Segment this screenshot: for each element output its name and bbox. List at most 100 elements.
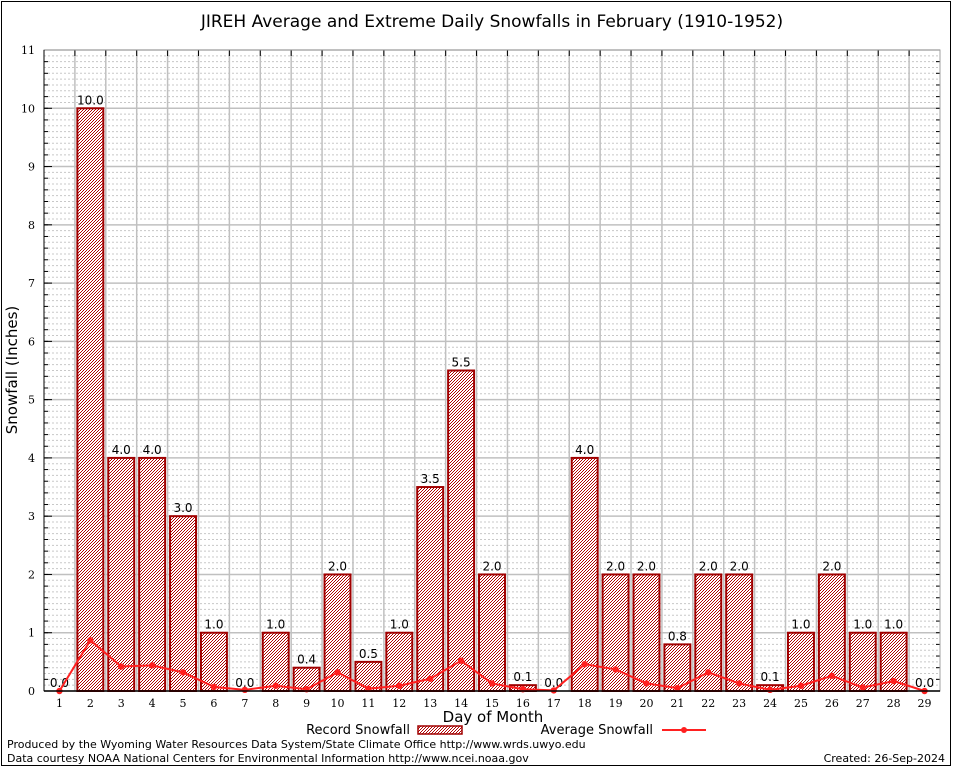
record-bar: [199, 631, 228, 693]
average-point: [766, 686, 774, 694]
x-tick-label: 22: [701, 697, 715, 710]
record-bar: [416, 486, 445, 692]
y-tick-label: 9: [28, 161, 35, 174]
x-tick-label: 28: [887, 697, 901, 710]
x-tick-label: 13: [423, 697, 437, 710]
x-tick-label: 9: [303, 697, 310, 710]
bar-value-label: 2.0: [482, 559, 501, 573]
average-point: [612, 666, 619, 673]
bar-value-label: 5.5: [452, 356, 471, 370]
bar-value-label: 1.0: [266, 618, 285, 632]
record-bar: [385, 631, 414, 693]
footer-created: Created: 26-Sep-2024: [824, 752, 945, 765]
x-tick-label: 8: [272, 697, 279, 710]
bar-value-label: 1.0: [791, 618, 810, 632]
record-bar: [107, 456, 136, 692]
legend-label-record: Record Snowfall: [306, 723, 410, 738]
y-tick-label: 10: [21, 102, 35, 115]
average-point: [179, 669, 187, 676]
average-point: [643, 680, 650, 687]
average-point: [118, 663, 125, 670]
bar-value-label: 2.0: [699, 559, 718, 573]
record-bar: [138, 456, 167, 692]
y-tick-label: 11: [21, 44, 35, 57]
average-point: [859, 684, 866, 691]
average-point: [828, 672, 836, 680]
bars: [76, 107, 908, 693]
y-tick-label: 6: [28, 335, 35, 348]
x-tick-label: 11: [361, 697, 375, 710]
x-tick-label: 26: [825, 697, 839, 710]
bar-value-label: 2.0: [637, 559, 656, 573]
x-tick-label: 21: [670, 697, 684, 710]
x-tick-label: 29: [918, 697, 932, 710]
average-point: [674, 684, 681, 692]
x-tick-label: 7: [241, 697, 248, 710]
bar-value-label: 0.0: [50, 676, 69, 690]
bar-value-label: 0.1: [513, 670, 532, 684]
x-tick-label: 20: [639, 697, 653, 710]
bar-value-label: 0.1: [761, 670, 780, 684]
bar-value-label: 3.5: [421, 472, 440, 486]
bar-value-label: 2.0: [606, 559, 625, 573]
x-tick-label: 2: [87, 697, 94, 710]
bar-value-label: 0.0: [915, 676, 934, 690]
average-point: [272, 682, 279, 689]
record-bar: [447, 369, 476, 692]
x-tick-label: 1: [56, 697, 63, 710]
y-tick-label: 0: [28, 685, 35, 698]
x-tick-label: 12: [392, 697, 406, 710]
y-tick-label: 3: [28, 510, 35, 523]
bar-value-label: 10.0: [77, 93, 104, 107]
legend-marker-average: [681, 727, 687, 733]
bar-value-label: 4.0: [143, 443, 162, 457]
y-tick-label: 2: [28, 568, 35, 581]
bar-labels: 0.0 10.0 4.0 4.0 3.0 1.0 0.0 1.0 0.4 2.0 0.5 1.0 3.5…: [50, 93, 934, 690]
footer-courtesy: Data courtesy NOAA National Centers for …: [7, 752, 529, 765]
average-point: [148, 662, 156, 669]
bar-value-label: 4.0: [575, 443, 594, 457]
record-bar: [261, 631, 290, 693]
average-point: [581, 660, 588, 668]
record-bar: [570, 456, 599, 692]
bar-value-label: 0.8: [668, 629, 687, 643]
bar-value-label: 0.4: [297, 653, 316, 667]
x-tick-label: 23: [732, 697, 746, 710]
record-bar: [169, 515, 198, 692]
x-tick-label: 10: [331, 697, 345, 710]
bar-value-label: 0.5: [359, 647, 378, 661]
y-tick-label: 1: [28, 627, 35, 640]
record-bar: [848, 631, 877, 693]
y-tick-label: 4: [28, 452, 35, 465]
x-tick-label: 17: [547, 697, 561, 710]
x-tick-label: 24: [763, 697, 777, 710]
bar-value-label: 4.0: [112, 443, 131, 457]
y-axis-label: Snowfall (Inches): [3, 306, 21, 434]
bar-value-label: 1.0: [884, 618, 903, 632]
average-point: [210, 683, 218, 691]
record-bar: [632, 573, 661, 692]
bar-value-label: 1.0: [390, 618, 409, 632]
x-tick-label: 25: [794, 697, 808, 710]
x-tick-label: 5: [180, 697, 187, 710]
x-tick-label: 16: [516, 697, 530, 710]
x-tick-label: 6: [210, 697, 217, 710]
average-point: [334, 669, 341, 676]
average-point: [488, 680, 496, 687]
record-bar: [478, 573, 506, 692]
record-bar: [76, 107, 105, 693]
average-point: [427, 675, 434, 682]
legend: Record Snowfall Average Snowfall: [306, 723, 706, 738]
legend-label-average: Average Snowfall: [541, 723, 653, 738]
legend-swatch-record: [417, 725, 463, 735]
bar-value-label: 2.0: [730, 559, 749, 573]
x-tick-label: 15: [485, 697, 499, 710]
average-point: [87, 637, 94, 644]
bar-value-label: 1.0: [853, 618, 872, 632]
bar-value-label: 2.0: [822, 559, 841, 573]
x-tick-label: 19: [609, 697, 623, 710]
y-tick-label: 7: [28, 277, 35, 290]
x-tick-label: 3: [118, 697, 125, 710]
